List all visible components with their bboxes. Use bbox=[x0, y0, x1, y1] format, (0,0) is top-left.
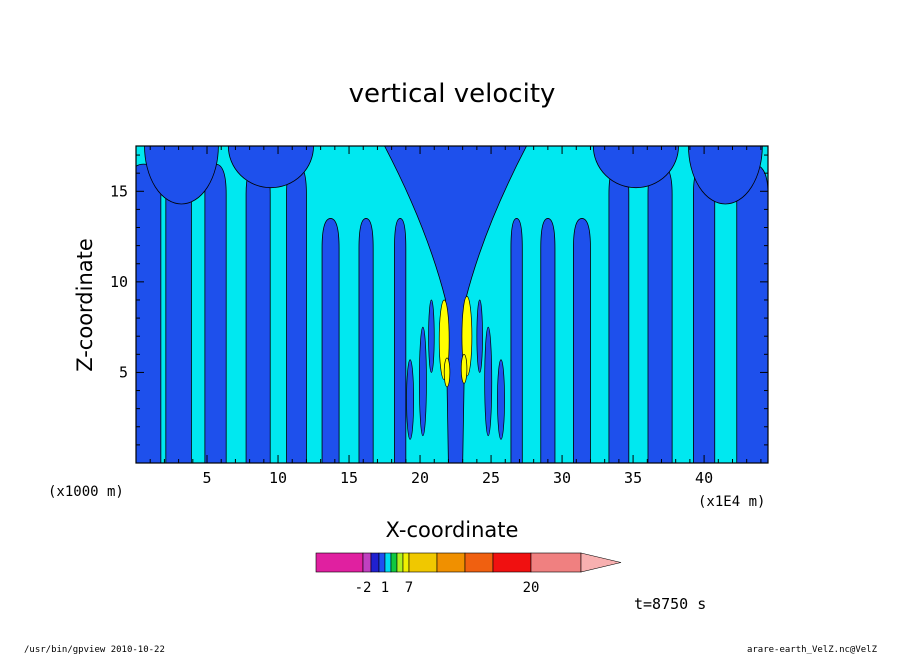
x-tick-label: 25 bbox=[482, 469, 500, 487]
negative-velocity-cell bbox=[428, 299, 435, 373]
x-axis-ticks: 5 10 15 20 25 30 35 40 bbox=[149, 146, 762, 487]
colorbar-segment bbox=[396, 552, 404, 573]
negative-velocity-region bbox=[736, 163, 768, 463]
colorbar-segment bbox=[402, 552, 410, 573]
colorbar-tick-label: 7 bbox=[405, 580, 413, 596]
negative-velocity-region bbox=[321, 218, 340, 463]
x-tick-label: 30 bbox=[553, 469, 571, 487]
negative-velocity-region bbox=[647, 163, 673, 463]
colorbar-segment bbox=[390, 552, 398, 573]
colorbar-segment bbox=[436, 552, 466, 573]
negative-velocity-region bbox=[165, 163, 192, 463]
negative-velocity-region bbox=[394, 218, 407, 463]
negative-velocity-region bbox=[136, 163, 162, 463]
negative-velocity-region bbox=[286, 163, 307, 463]
x-axis-unit-left: (x1000 m) bbox=[48, 484, 124, 500]
negative-velocity-region bbox=[573, 218, 591, 463]
y-axis-label: Z-coordinate bbox=[73, 238, 97, 372]
negative-velocity-region bbox=[358, 218, 374, 463]
negative-velocity-region bbox=[688, 146, 763, 205]
negative-velocity-region bbox=[144, 146, 219, 205]
plot-frame bbox=[135, 145, 769, 464]
colorbar-segment bbox=[315, 552, 364, 573]
colorbar bbox=[315, 552, 622, 573]
negative-velocity-region bbox=[510, 218, 523, 463]
colorbar-segment bbox=[492, 552, 532, 573]
x-tick-label: 15 bbox=[340, 469, 358, 487]
time-label: t=8750 s bbox=[634, 595, 706, 613]
colorbar-tick-labels: -2 1 7 20 bbox=[355, 580, 540, 596]
colorbar-extend-arrow bbox=[580, 552, 622, 573]
y-tick-label: 10 bbox=[110, 273, 128, 291]
colorbar-segment bbox=[362, 552, 372, 573]
negative-velocity-region bbox=[540, 218, 556, 463]
colorbar-segment bbox=[408, 552, 438, 573]
negative-velocity-region bbox=[204, 163, 227, 463]
footer-right: arare-earth_VelZ.nc@VelZ bbox=[747, 645, 878, 654]
negative-velocity-cell bbox=[484, 326, 493, 437]
x-tick-label: 20 bbox=[411, 469, 429, 487]
field-contours bbox=[136, 146, 768, 463]
colorbar-segment bbox=[378, 552, 386, 573]
negative-velocity-region bbox=[693, 163, 716, 463]
negative-velocity-cell bbox=[476, 299, 483, 373]
colorbar-segment bbox=[530, 552, 582, 573]
x-axis-label: X-coordinate bbox=[386, 518, 519, 542]
colorbar-tick-label: -2 bbox=[355, 580, 372, 596]
colorbar-tick-label: 20 bbox=[523, 580, 540, 596]
y-tick-label: 15 bbox=[110, 182, 128, 200]
y-tick-label: 5 bbox=[119, 363, 128, 381]
x-tick-label: 35 bbox=[624, 469, 642, 487]
chart-title: vertical velocity bbox=[349, 79, 556, 109]
x-tick-label: 5 bbox=[202, 469, 211, 487]
colorbar-segment bbox=[370, 552, 380, 573]
negative-velocity-cell bbox=[497, 359, 505, 440]
x-tick-label: 10 bbox=[269, 469, 287, 487]
updraft-core bbox=[443, 357, 451, 388]
colorbar-tick-label: 1 bbox=[381, 580, 389, 596]
negative-velocity-region bbox=[592, 146, 679, 189]
negative-velocity-region bbox=[227, 146, 314, 189]
updraft-core bbox=[460, 353, 468, 384]
negative-velocity-cell bbox=[418, 326, 427, 437]
negative-velocity-region bbox=[608, 163, 630, 463]
negative-velocity-region bbox=[245, 163, 271, 463]
plot-area: 5 10 15 20 25 30 35 40 5 10 15 bbox=[110, 145, 769, 487]
x-tick-label: 40 bbox=[695, 469, 713, 487]
colorbar-segment bbox=[464, 552, 494, 573]
negative-velocity-cell bbox=[406, 359, 415, 440]
x-axis-unit-right: (x1E4 m) bbox=[698, 494, 765, 510]
footer-left: /usr/bin/gpview 2010-10-22 bbox=[24, 645, 165, 654]
central-downdraft-region bbox=[384, 146, 528, 463]
y-axis-ticks: 5 10 15 bbox=[110, 154, 768, 446]
colorbar-segment bbox=[384, 552, 392, 573]
